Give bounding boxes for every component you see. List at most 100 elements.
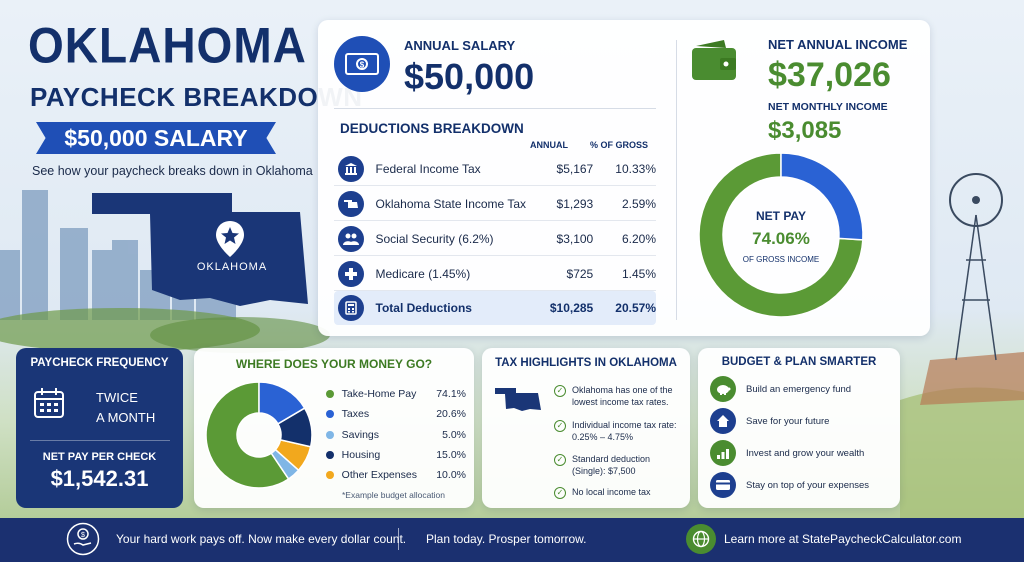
page-subtitle-heading: PAYCHECK BREAKDOWN bbox=[30, 82, 363, 112]
deduction-annual: $3,100 bbox=[556, 231, 594, 246]
legend-value: 20.6% bbox=[436, 408, 466, 420]
deduction-pct: 1.45% bbox=[621, 266, 656, 281]
budget-slice bbox=[205, 381, 290, 489]
net-per-check-label: NET PAY PER CHECK bbox=[42, 451, 157, 463]
legend-value: 74.1% bbox=[436, 388, 466, 400]
calculator-icon bbox=[338, 295, 364, 321]
legend-swatch bbox=[326, 410, 334, 418]
legend-value: 10.0% bbox=[436, 469, 466, 481]
legend-name: Take-Home Pay bbox=[341, 388, 417, 400]
house-icon bbox=[710, 408, 736, 434]
footer-slogan: Plan today. Prosper tomorrow. bbox=[426, 532, 587, 546]
tax-highlight-item: ✓ Oklahoma has one of the lowest income t… bbox=[554, 384, 686, 408]
tax-highlight-text: Oklahoma has one of the lowest income ta… bbox=[572, 385, 673, 407]
budget-item: Save for your future bbox=[710, 406, 896, 436]
budget-slice bbox=[258, 381, 306, 425]
budget-slice bbox=[276, 407, 313, 448]
deduction-row: Oklahoma State Income Tax $1,293 2.59% bbox=[334, 187, 656, 221]
growth-chart-icon bbox=[710, 440, 736, 466]
net-pay-label: NET PAY bbox=[756, 209, 806, 223]
globe-icon[interactable] bbox=[686, 524, 716, 554]
check-icon: ✓ bbox=[554, 420, 566, 432]
legend-item: Housing 15.0% bbox=[326, 447, 466, 463]
people-icon bbox=[338, 225, 364, 252]
deductions-slice bbox=[780, 152, 864, 241]
legend-swatch bbox=[326, 471, 334, 479]
calendar-icon bbox=[34, 388, 64, 418]
legend-name: Taxes bbox=[341, 408, 370, 420]
deduction-name: Total Deductions bbox=[375, 301, 472, 315]
budget-item: Build an emergency fund bbox=[710, 374, 896, 404]
budget-slice bbox=[274, 438, 312, 472]
net-pay-donut: NET PAY 74.06% OF GROSS INCOME bbox=[698, 152, 864, 318]
divider bbox=[676, 40, 677, 320]
budget-item-text: Stay on top of your expenses bbox=[746, 479, 870, 491]
tax-highlight-text: Standard deduction (Single): $7,500 bbox=[572, 454, 651, 476]
hand-coin-icon: $ bbox=[66, 522, 100, 556]
frequency-title: PAYCHECK FREQUENCY bbox=[30, 357, 169, 369]
deduction-pct: 10.33% bbox=[615, 161, 656, 176]
frequency-value: TWICE A MONTH bbox=[96, 388, 155, 428]
net-pay-value: 74.06% bbox=[752, 229, 810, 248]
bank-icon bbox=[338, 155, 364, 182]
deduction-name: Social Security (6.2%) bbox=[375, 231, 494, 246]
total-deductions-row: Total Deductions $10,285 20.57% bbox=[334, 291, 656, 325]
footer-tagline: Your hard work pays off. Now make every … bbox=[116, 532, 407, 546]
legend-value: 15.0% bbox=[436, 449, 466, 461]
map-label: OKLAHOMA bbox=[196, 261, 268, 273]
money-title: WHERE DOES YOUR MONEY GO? bbox=[235, 357, 433, 371]
legend-item: Savings 5.0% bbox=[326, 427, 466, 443]
column-header-annual: ANNUAL bbox=[530, 140, 568, 150]
divider bbox=[334, 108, 656, 109]
footer-website-link[interactable]: Learn more at StatePaycheckCalculator.co… bbox=[724, 532, 962, 546]
money-bill-icon: $ bbox=[334, 36, 390, 92]
budget-item-text: Invest and grow your wealth bbox=[746, 447, 865, 459]
deductions-title: DEDUCTIONS BREAKDOWN bbox=[340, 121, 524, 136]
state-icon bbox=[338, 190, 364, 217]
map-pin-icon bbox=[216, 221, 244, 257]
budget-item: Stay on top of your expenses bbox=[710, 470, 896, 500]
deduction-row: Social Security (6.2%) $3,100 6.20% bbox=[334, 222, 656, 256]
piggy-bank-icon bbox=[710, 376, 736, 402]
deduction-annual: $725 bbox=[566, 266, 594, 281]
credit-card-icon bbox=[710, 472, 736, 498]
tax-highlight-text: No local income tax bbox=[572, 487, 651, 497]
deduction-pct: 20.57% bbox=[615, 301, 656, 315]
legend-name: Housing bbox=[341, 449, 381, 461]
legend-item: Take-Home Pay 74.1% bbox=[326, 386, 466, 402]
medical-cross-icon bbox=[338, 260, 364, 287]
legend-name: Other Expenses bbox=[341, 469, 417, 481]
net-per-check-value: $1,542.31 bbox=[50, 466, 149, 491]
net-annual-label: NET ANNUAL INCOME bbox=[768, 37, 908, 52]
legend-swatch bbox=[326, 431, 334, 439]
budget-donut bbox=[205, 381, 313, 489]
deduction-row: Federal Income Tax $5,167 10.33% bbox=[334, 152, 656, 186]
tax-highlights-card bbox=[482, 348, 690, 508]
budget-item-text: Save for your future bbox=[746, 415, 830, 427]
tax-highlight-item: ✓ Standard deduction (Single): $7,500 bbox=[554, 453, 686, 477]
tax-highlight-text: Individual income tax rate: 0.25% – 4.75… bbox=[572, 420, 677, 442]
check-icon: ✓ bbox=[554, 487, 566, 499]
frequency-line2: A MONTH bbox=[96, 410, 156, 425]
footer-divider bbox=[398, 528, 399, 550]
deduction-row: Medicare (1.45%) $725 1.45% bbox=[334, 257, 656, 291]
tax-highlights-title: TAX HIGHLIGHTS IN OKLAHOMA bbox=[495, 357, 677, 369]
divider bbox=[30, 440, 170, 441]
annual-salary-label: ANNUAL SALARY bbox=[404, 38, 516, 53]
budget-item: Invest and grow your wealth bbox=[710, 438, 896, 468]
net-annual-value: $37,026 bbox=[768, 56, 891, 94]
allocation-note: *Example budget allocation bbox=[342, 490, 446, 500]
deduction-pct: 2.59% bbox=[621, 196, 656, 211]
budget-item-text: Build an emergency fund bbox=[746, 383, 852, 395]
check-icon: ✓ bbox=[554, 385, 566, 397]
legend-value: 5.0% bbox=[442, 429, 466, 441]
budget-title: BUDGET & PLAN SMARTER bbox=[721, 356, 877, 368]
oklahoma-map-icon bbox=[495, 388, 541, 411]
check-icon: ✓ bbox=[554, 454, 566, 466]
deduction-pct: 6.20% bbox=[621, 231, 656, 246]
net-monthly-label: NET MONTHLY INCOME bbox=[768, 101, 888, 113]
wallet-icon bbox=[692, 40, 736, 80]
legend-item: Other Expenses 10.0% bbox=[326, 467, 466, 483]
svg-text:$: $ bbox=[81, 532, 85, 539]
page-title: OKLAHOMA bbox=[28, 16, 307, 74]
